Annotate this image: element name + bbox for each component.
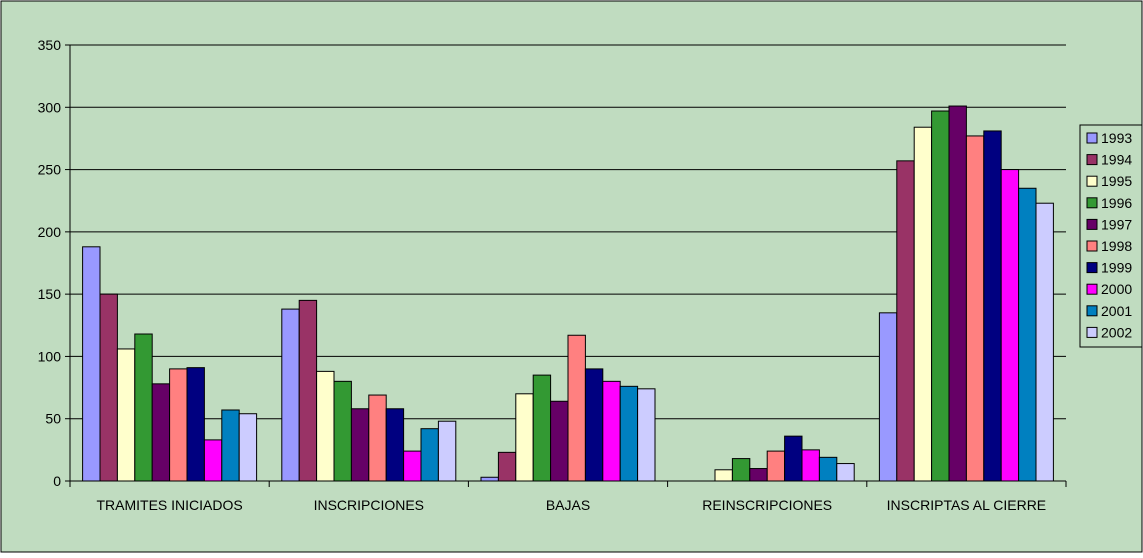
bar-2002-1 <box>238 413 258 482</box>
legend-swatch <box>1086 240 1098 252</box>
bar-2002-2 <box>437 420 457 482</box>
y-tick-labels: 0 50 100 150 200 250 300 350 <box>38 37 62 489</box>
legend-swatch <box>1086 197 1098 209</box>
y-tick-label: 0 <box>53 473 61 489</box>
legend: 1993 1994 1995 1996 1997 1998 1999 2000 2001 2002 <box>1079 124 1143 348</box>
bar-2002-5 <box>1035 202 1054 482</box>
legend-label: 1993 <box>1101 130 1132 146</box>
bar-1993-2 <box>281 308 300 482</box>
bar-1997-1 <box>151 383 171 482</box>
legend-label: 1998 <box>1101 238 1132 254</box>
legend-label: 1996 <box>1101 195 1132 211</box>
bar-1993-3 <box>480 476 499 482</box>
x-tick-label: BAJAS <box>546 497 590 513</box>
legend-label: 1995 <box>1101 173 1132 189</box>
legend-swatch <box>1086 218 1098 230</box>
legend-label: 2001 <box>1101 303 1132 319</box>
bar-1999-1 <box>186 367 205 482</box>
bar-1998-2 <box>368 394 387 482</box>
bar-1997-5 <box>948 105 967 482</box>
legend-swatch <box>1086 326 1098 338</box>
y-tick-label: 100 <box>38 348 62 364</box>
bar-1995-3 <box>515 393 534 482</box>
legend-label: 1997 <box>1101 216 1132 232</box>
bar-1997-3 <box>550 400 569 482</box>
y-tick-label: 350 <box>38 37 62 53</box>
y-tick-label: 250 <box>38 162 62 178</box>
bars <box>82 105 1054 482</box>
axes <box>65 44 1067 487</box>
legend-swatch <box>1086 305 1098 317</box>
bar-2000-4 <box>801 449 820 482</box>
bar-1998-1 <box>169 368 188 482</box>
bar-2000-5 <box>1000 169 1020 482</box>
bar-1998-5 <box>965 135 985 482</box>
bar-1998-4 <box>766 450 786 482</box>
bar-1994-2 <box>298 299 318 482</box>
bar-2000-2 <box>403 450 422 482</box>
legend-swatch <box>1086 132 1098 144</box>
x-tick-label: INSCRIPCIONES <box>314 497 424 513</box>
bar-1998-3 <box>567 334 586 482</box>
bar-1999-3 <box>584 368 604 482</box>
bar-1995-4 <box>714 469 733 482</box>
bar-2001-3 <box>619 385 639 482</box>
y-tick-label: 200 <box>38 224 62 240</box>
bar-1995-5 <box>913 126 933 482</box>
legend-swatch <box>1086 175 1098 187</box>
bar-1999-5 <box>983 130 1002 482</box>
bar-1996-2 <box>333 380 352 482</box>
bar-1995-1 <box>116 348 136 482</box>
bar-2000-1 <box>203 439 223 482</box>
x-tick-label: TRAMITES INICIADOS <box>96 497 242 513</box>
bar-1996-5 <box>931 110 950 482</box>
legend-swatch <box>1086 283 1098 295</box>
legend-swatch <box>1086 262 1098 274</box>
x-tick-labels: TRAMITES INICIADOS INSCRIPCIONES BAJAS REIN… <box>96 497 1046 513</box>
x-tick-label: REINSCRIPCIONES <box>702 497 832 513</box>
bar-1993-1 <box>82 246 101 482</box>
bar-2001-2 <box>420 428 439 482</box>
x-tick-label: INSCRIPTAS AL CIERRE <box>887 497 1046 513</box>
legend-label: 1999 <box>1101 260 1132 276</box>
bar-1997-2 <box>350 408 370 482</box>
bar-2001-4 <box>818 456 838 482</box>
bar-1994-1 <box>99 293 118 482</box>
bar-2000-3 <box>602 380 621 482</box>
bar-1993-5 <box>878 312 898 482</box>
legend-label: 2002 <box>1101 324 1132 340</box>
y-tick-label: 150 <box>38 286 62 302</box>
bar-2002-3 <box>637 388 656 482</box>
legend-label: 1994 <box>1101 152 1132 168</box>
legend-swatch <box>1086 154 1098 166</box>
bar-1996-4 <box>731 458 751 482</box>
y-tick-label: 50 <box>45 411 61 427</box>
bar-2001-5 <box>1018 187 1037 482</box>
legend-label: 2000 <box>1101 281 1132 297</box>
bar-2002-4 <box>836 463 855 482</box>
bar-1996-1 <box>134 333 153 482</box>
bar-1999-2 <box>385 408 405 482</box>
bar-1996-3 <box>532 374 552 482</box>
y-tick-label: 300 <box>38 99 62 115</box>
bar-1994-3 <box>497 451 517 482</box>
bar-2001-1 <box>221 409 240 482</box>
bar-1999-4 <box>784 435 803 482</box>
bar-1995-2 <box>316 370 335 482</box>
bar-1994-5 <box>896 160 915 482</box>
bar-1997-4 <box>749 468 768 482</box>
